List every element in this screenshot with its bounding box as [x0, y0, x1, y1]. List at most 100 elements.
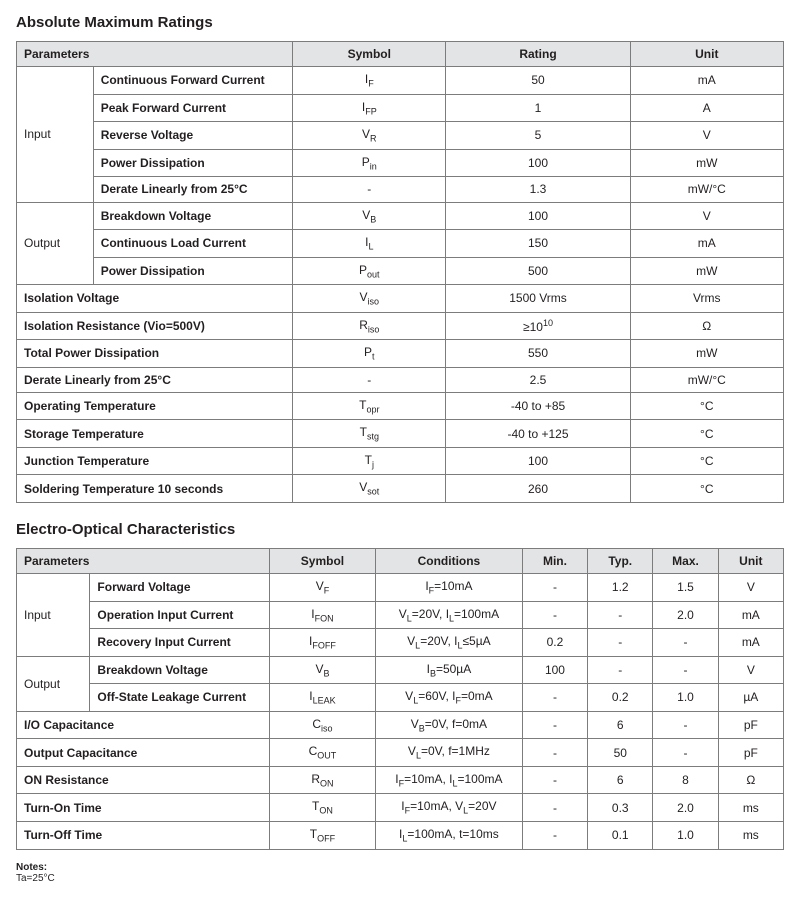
unit-cell: mA: [630, 230, 783, 258]
table-row: Junction TemperatureTj100°C: [17, 447, 784, 475]
symbol-cell: IFOFF: [269, 629, 375, 657]
min-cell: 100: [522, 656, 587, 684]
param-cell: Off-State Leakage Current: [90, 684, 270, 712]
typ-cell: 50: [588, 739, 653, 767]
section2-title: Electro-Optical Characteristics: [16, 521, 784, 538]
table-row: Storage TemperatureTstg-40 to +125°C: [17, 420, 784, 448]
symbol-cell: Vsot: [293, 475, 446, 503]
min-cell: -: [522, 684, 587, 712]
col-max: Max.: [653, 549, 718, 574]
cond-cell: VL=20V, IL≤5µA: [375, 629, 522, 657]
param-cell: Total Power Dissipation: [17, 340, 293, 368]
cond-cell: IL=100mA, t=10ms: [375, 821, 522, 849]
param-cell: Storage Temperature: [17, 420, 293, 448]
param-cell: Peak Forward Current: [93, 94, 292, 122]
rating-cell: 500: [446, 257, 630, 285]
param-cell: Turn-On Time: [17, 794, 270, 822]
group-label: Input: [17, 574, 90, 657]
symbol-cell: Riso: [293, 312, 446, 340]
typ-cell: 0.3: [588, 794, 653, 822]
max-cell: 1.0: [653, 684, 718, 712]
table-row: Recovery Input CurrentIFOFFVL=20V, IL≤5µ…: [17, 629, 784, 657]
symbol-cell: COUT: [269, 739, 375, 767]
col-conditions: Conditions: [375, 549, 522, 574]
typ-cell: 0.1: [588, 821, 653, 849]
max-cell: 2.0: [653, 601, 718, 629]
unit-cell: ms: [718, 794, 783, 822]
param-cell: Operating Temperature: [17, 392, 293, 420]
symbol-cell: VF: [269, 574, 375, 602]
group-label: Input: [17, 67, 94, 202]
col-parameters: Parameters: [17, 549, 270, 574]
table-row: InputContinuous Forward CurrentIF50mA: [17, 67, 784, 95]
typ-cell: 6: [588, 766, 653, 794]
cond-cell: IF=10mA, IL=100mA: [375, 766, 522, 794]
table-row: Soldering Temperature 10 secondsVsot260°…: [17, 475, 784, 503]
rating-cell: -40 to +85: [446, 392, 630, 420]
typ-cell: 0.2: [588, 684, 653, 712]
symbol-cell: -: [293, 177, 446, 202]
section1-title: Absolute Maximum Ratings: [16, 14, 784, 31]
unit-cell: V: [630, 122, 783, 150]
table-header-row: Parameters Symbol Conditions Min. Typ. M…: [17, 549, 784, 574]
table-row: Power DissipationPin100mW: [17, 149, 784, 177]
electro-optical-table: Parameters Symbol Conditions Min. Typ. M…: [16, 548, 784, 850]
param-cell: Breakdown Voltage: [90, 656, 270, 684]
rating-cell: 1500 Vrms: [446, 285, 630, 313]
rating-cell: 550: [446, 340, 630, 368]
rating-cell: 260: [446, 475, 630, 503]
symbol-cell: VR: [293, 122, 446, 150]
unit-cell: mA: [630, 67, 783, 95]
min-cell: -: [522, 574, 587, 602]
min-cell: 0.2: [522, 629, 587, 657]
param-cell: Derate Linearly from 25°C: [17, 367, 293, 392]
table-row: OutputBreakdown VoltageVBIB=50µA100--V: [17, 656, 784, 684]
symbol-cell: Topr: [293, 392, 446, 420]
symbol-cell: Tj: [293, 447, 446, 475]
rating-cell: -40 to +125: [446, 420, 630, 448]
table-row: Output CapacitanceCOUTVL=0V, f=1MHz-50-p…: [17, 739, 784, 767]
notes-label: Notes:: [16, 862, 784, 873]
unit-cell: Vrms: [630, 285, 783, 313]
unit-cell: V: [630, 202, 783, 230]
param-cell: I/O Capacitance: [17, 711, 270, 739]
rating-cell: 5: [446, 122, 630, 150]
param-cell: Forward Voltage: [90, 574, 270, 602]
table-header-row: Parameters Symbol Rating Unit: [17, 42, 784, 67]
typ-cell: -: [588, 629, 653, 657]
unit-cell: °C: [630, 475, 783, 503]
col-min: Min.: [522, 549, 587, 574]
min-cell: -: [522, 601, 587, 629]
unit-cell: mW: [630, 340, 783, 368]
table-row: Isolation Resistance (Vio=500V)Riso≥1010…: [17, 312, 784, 340]
col-unit: Unit: [718, 549, 783, 574]
param-cell: Junction Temperature: [17, 447, 293, 475]
table-row: I/O CapacitanceCisoVB=0V, f=0mA-6-pF: [17, 711, 784, 739]
col-symbol: Symbol: [269, 549, 375, 574]
rating-cell: 100: [446, 149, 630, 177]
param-cell: Soldering Temperature 10 seconds: [17, 475, 293, 503]
cond-cell: IB=50µA: [375, 656, 522, 684]
unit-cell: ms: [718, 821, 783, 849]
rating-cell: 1: [446, 94, 630, 122]
unit-cell: °C: [630, 392, 783, 420]
unit-cell: V: [718, 656, 783, 684]
max-cell: 2.0: [653, 794, 718, 822]
cond-cell: IF=10mA, VL=20V: [375, 794, 522, 822]
table-row: Total Power DissipationPt550mW: [17, 340, 784, 368]
unit-cell: mW/°C: [630, 367, 783, 392]
param-cell: Power Dissipation: [93, 149, 292, 177]
max-cell: 1.5: [653, 574, 718, 602]
min-cell: -: [522, 739, 587, 767]
table-row: Derate Linearly from 25°C-2.5mW/°C: [17, 367, 784, 392]
cond-cell: IF=10mA: [375, 574, 522, 602]
rating-cell: 100: [446, 447, 630, 475]
param-cell: Isolation Resistance (Vio=500V): [17, 312, 293, 340]
col-typ: Typ.: [588, 549, 653, 574]
param-cell: Output Capacitance: [17, 739, 270, 767]
param-cell: Recovery Input Current: [90, 629, 270, 657]
unit-cell: Ω: [630, 312, 783, 340]
rating-cell: ≥1010: [446, 312, 630, 340]
typ-cell: -: [588, 656, 653, 684]
unit-cell: V: [718, 574, 783, 602]
